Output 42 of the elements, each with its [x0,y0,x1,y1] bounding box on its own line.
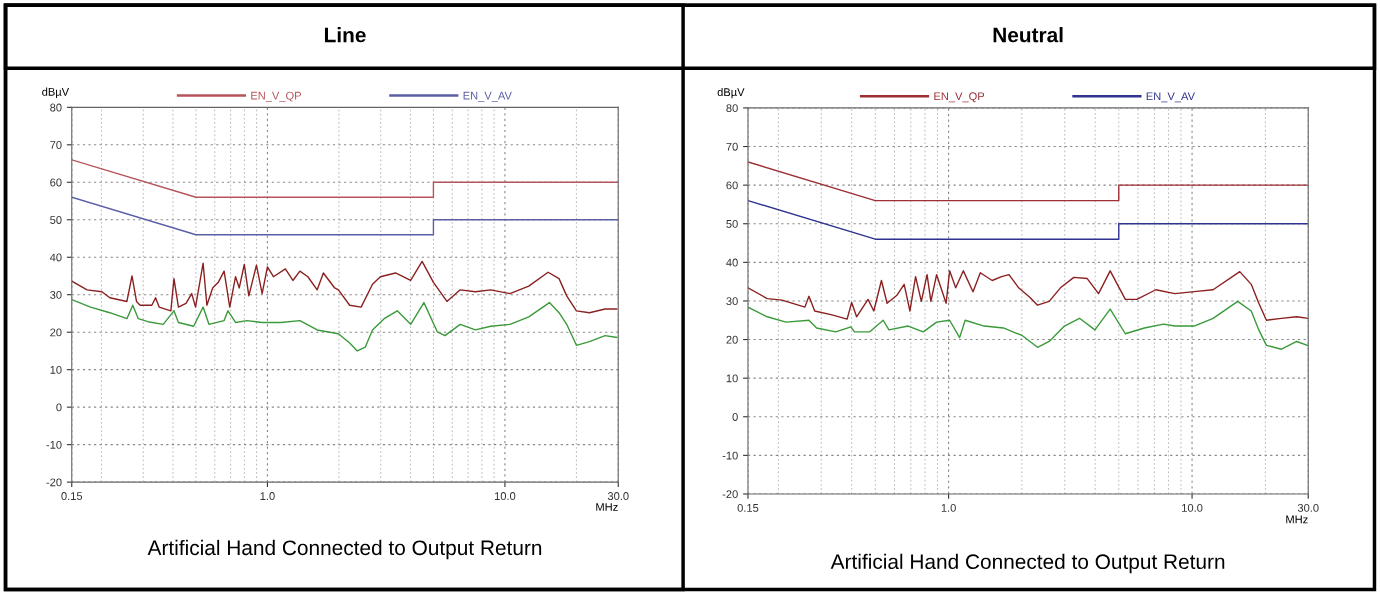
y-tick-label: 80 [50,103,62,112]
x-tick-label: 1.0 [260,492,275,500]
y-tick-label: 70 [726,142,738,151]
y-tick-label: 20 [726,335,738,344]
text: EN_V_QP [251,91,301,102]
x-tick-label: 30.0 [1297,503,1319,512]
y-tick-label: 60 [726,181,738,190]
y-tick-label: 30 [726,297,738,306]
x-tick-label: 10.0 [1182,503,1203,512]
x-axis-title: MHz [1286,515,1308,524]
x-tick-label: 10.0 [494,492,516,500]
text: EN_V_QP [934,92,985,103]
y-tick-label: 20 [50,328,62,337]
y-tick-label: 40 [49,253,62,262]
x-axis-title: MHz [596,503,618,511]
y-tick-label: 10 [726,374,738,383]
y-tick-label: 50 [726,220,738,228]
y-tick-label: -20 [46,478,62,487]
y-tick-label: -20 [722,490,738,499]
y-axis-title: dBµV [42,87,70,98]
y-tick-label: -10 [722,451,738,460]
text: Artificial Hand Connected to Output Return [830,553,1225,574]
y-tick-label: 10 [50,365,62,374]
y-tick-label: 40 [726,258,738,267]
y-tick-label: 30 [50,290,62,299]
y-tick-label: 0 [732,413,738,421]
y-tick-label: 0 [56,403,62,412]
y-tick-label: -10 [46,440,62,449]
x-tick-label: 30.0 [607,492,629,500]
text: EN_V_AV [463,91,512,102]
y-tick-label: 50 [50,216,62,224]
text: EN_V_AV [1146,92,1195,103]
chart-title: Line [324,27,366,43]
x-tick-label: 0.15 [61,492,83,500]
y-tick-label: 60 [50,178,62,187]
y-tick-label: 70 [50,141,62,149]
chart-title: Neutral [993,27,1063,43]
y-tick-label: 80 [726,104,738,113]
x-tick-label: 1.0 [941,503,956,512]
text: Artificial Hand Connected to Output Return [147,539,542,560]
y-axis-title: dBµV [717,87,745,99]
x-tick-label: 0.15 [737,503,759,512]
